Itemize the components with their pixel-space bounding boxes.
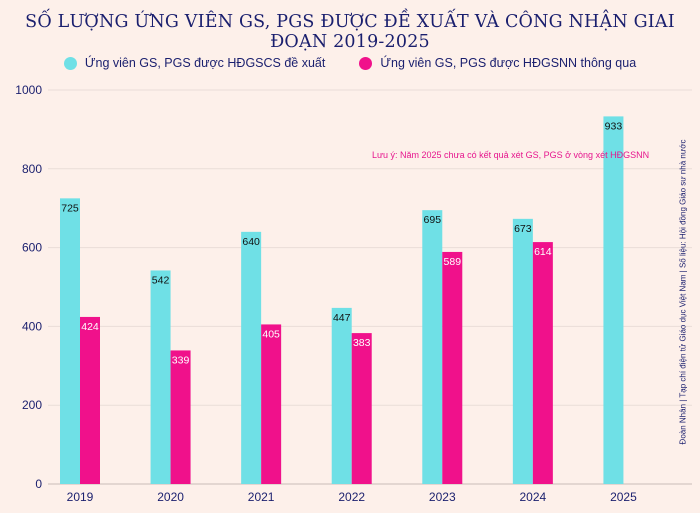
x-tick-label: 2021 bbox=[248, 490, 275, 504]
data-label: 405 bbox=[262, 328, 280, 340]
data-label: 383 bbox=[353, 337, 371, 349]
x-tick-label: 2025 bbox=[610, 490, 637, 504]
bar-proposed bbox=[60, 198, 80, 484]
bar-proposed bbox=[422, 210, 443, 485]
y-tick-label: 1000 bbox=[15, 83, 42, 97]
data-label: 542 bbox=[152, 274, 170, 286]
bar-approved bbox=[170, 350, 191, 484]
legend-swatch-proposed bbox=[63, 56, 77, 70]
bar-approved bbox=[80, 316, 100, 484]
y-tick-label: 600 bbox=[22, 241, 42, 255]
x-tick-label: 2024 bbox=[520, 490, 547, 504]
bar-proposed bbox=[603, 116, 624, 484]
legend-label-proposed: Ứng viên GS, PGS được HĐGSCS đề xuất bbox=[84, 56, 326, 70]
x-tick-label: 2023 bbox=[429, 490, 456, 504]
x-tick-label: 2022 bbox=[338, 490, 365, 504]
bar-proposed bbox=[150, 270, 171, 484]
legend-swatch-approved bbox=[359, 56, 373, 70]
legend-item-approved: Ứng viên GS, PGS được HĐGSNN thông qua bbox=[359, 56, 636, 70]
bar-approved bbox=[261, 324, 282, 484]
data-label: 933 bbox=[605, 120, 623, 132]
x-tick-label: 2020 bbox=[157, 490, 184, 504]
bar-approved bbox=[442, 251, 463, 484]
bar-proposed bbox=[512, 218, 533, 484]
y-tick-label: 800 bbox=[22, 162, 42, 176]
data-label: 589 bbox=[444, 256, 462, 268]
bar-proposed bbox=[241, 231, 262, 484]
data-label: 339 bbox=[172, 354, 190, 366]
y-tick-label: 200 bbox=[22, 398, 42, 412]
chart-note: Lưu ý: Năm 2025 chưa có kết quả xét GS, … bbox=[372, 150, 650, 160]
data-label: 640 bbox=[242, 236, 260, 248]
chart-title: SỐ LƯỢNG ỨNG VIÊN GS, PGS ĐƯỢC ĐỀ XUẤT V… bbox=[25, 12, 675, 52]
data-label: 725 bbox=[61, 202, 79, 214]
data-label: 614 bbox=[534, 246, 552, 258]
y-tick-label: 0 bbox=[35, 477, 42, 491]
data-label: 673 bbox=[514, 223, 532, 235]
source-credit: Đoàn Nhân | Tạp chí điện tử Giáo dục Việ… bbox=[678, 139, 688, 445]
bar-approved bbox=[532, 242, 553, 484]
legend-item-proposed: Ứng viên GS, PGS được HĐGSCS đề xuất bbox=[63, 56, 326, 70]
data-label: 447 bbox=[333, 312, 351, 324]
bar-proposed bbox=[331, 307, 352, 484]
data-label: 695 bbox=[424, 214, 442, 226]
data-label: 424 bbox=[81, 321, 99, 333]
legend-label-approved: Ứng viên GS, PGS được HĐGSNN thông qua bbox=[380, 56, 637, 70]
bar-approved bbox=[351, 333, 372, 484]
x-tick-label: 2019 bbox=[67, 490, 94, 504]
legend: Ứng viên GS, PGS được HĐGSCS đề xuất Ứng… bbox=[0, 56, 700, 70]
y-tick-label: 400 bbox=[22, 319, 42, 333]
